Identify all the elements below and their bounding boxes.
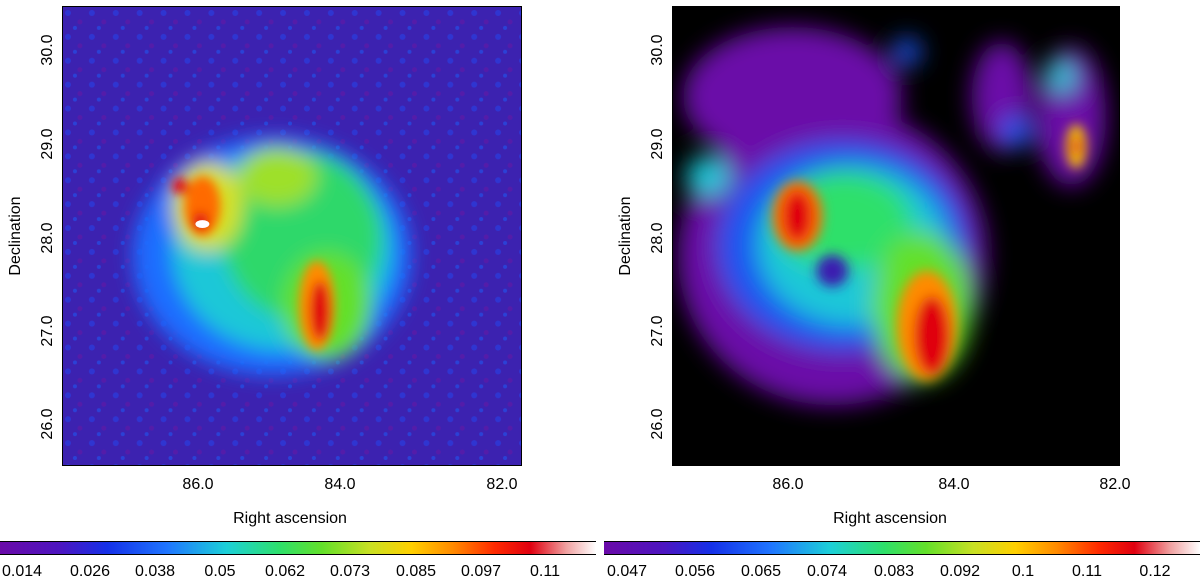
left-panel: 30.0 29.0 28.0 27.0 26.0 Declination 86.… xyxy=(7,6,522,527)
left-xlabel: Right ascension xyxy=(233,510,347,527)
left-ytick-label: 30.0 xyxy=(39,34,56,66)
left-colorbar xyxy=(0,541,596,555)
left-xtick-label: 84.0 xyxy=(324,476,356,493)
left-sky-map xyxy=(62,6,522,466)
right-ytick-label: 29.0 xyxy=(649,128,666,160)
left-colorbar-tick: 0.062 xyxy=(264,563,306,580)
left-colorbar-tick: 0.038 xyxy=(134,563,176,580)
left-ytick-label: 27.0 xyxy=(39,315,56,347)
left-intensity-image xyxy=(63,7,521,465)
right-colorbar-tick: 0.047 xyxy=(606,563,648,580)
right-ytick-label: 28.0 xyxy=(649,222,666,254)
left-ylabel: Declination xyxy=(7,196,24,276)
right-colorbar-tick: 0.12 xyxy=(1139,563,1171,580)
left-colorbar-tick: 0.026 xyxy=(69,563,111,580)
left-colorbar-tick: 0.014 xyxy=(1,563,43,580)
right-intensity-image xyxy=(673,7,1119,465)
right-colorbar-tick: 0.074 xyxy=(806,563,848,580)
right-colorbar-tick: 0.056 xyxy=(674,563,716,580)
right-colorbar-tick: 0.083 xyxy=(873,563,915,580)
right-sky-map xyxy=(672,6,1120,466)
right-xlabel: Right ascension xyxy=(833,510,947,527)
left-ytick-label: 28.0 xyxy=(39,222,56,254)
right-xtick-label: 84.0 xyxy=(938,476,970,493)
right-xtick-label: 82.0 xyxy=(1099,476,1131,493)
left-colorbar-tick: 0.05 xyxy=(204,563,236,580)
left-ytick-label: 26.0 xyxy=(39,408,56,440)
right-panel: 30.0 29.0 28.0 27.0 26.0 Declination 86.… xyxy=(600,0,1200,586)
right-colorbar xyxy=(604,541,1200,555)
right-colorbar-tick: 0.11 xyxy=(1072,563,1102,580)
right-colorbar-tick: 0.1 xyxy=(1011,563,1035,580)
left-xtick-label: 86.0 xyxy=(182,476,214,493)
right-ytick-label: 30.0 xyxy=(649,34,666,66)
right-colorbar-tick: 0.092 xyxy=(939,563,981,580)
right-ytick-label: 27.0 xyxy=(649,315,666,347)
left-colorbar-tick: 0.11 xyxy=(530,563,560,580)
right-ytick-label: 26.0 xyxy=(649,408,666,440)
right-colorbar-tick: 0.065 xyxy=(740,563,782,580)
left-xtick-label: 82.0 xyxy=(486,476,518,493)
left-ytick-label: 29.0 xyxy=(39,128,56,160)
left-colorbar-tick: 0.085 xyxy=(395,563,437,580)
right-xtick-label: 86.0 xyxy=(772,476,804,493)
left-colorbar-tick: 0.097 xyxy=(460,563,502,580)
right-ylabel: Declination xyxy=(617,196,634,276)
left-colorbar-tick: 0.073 xyxy=(329,563,371,580)
